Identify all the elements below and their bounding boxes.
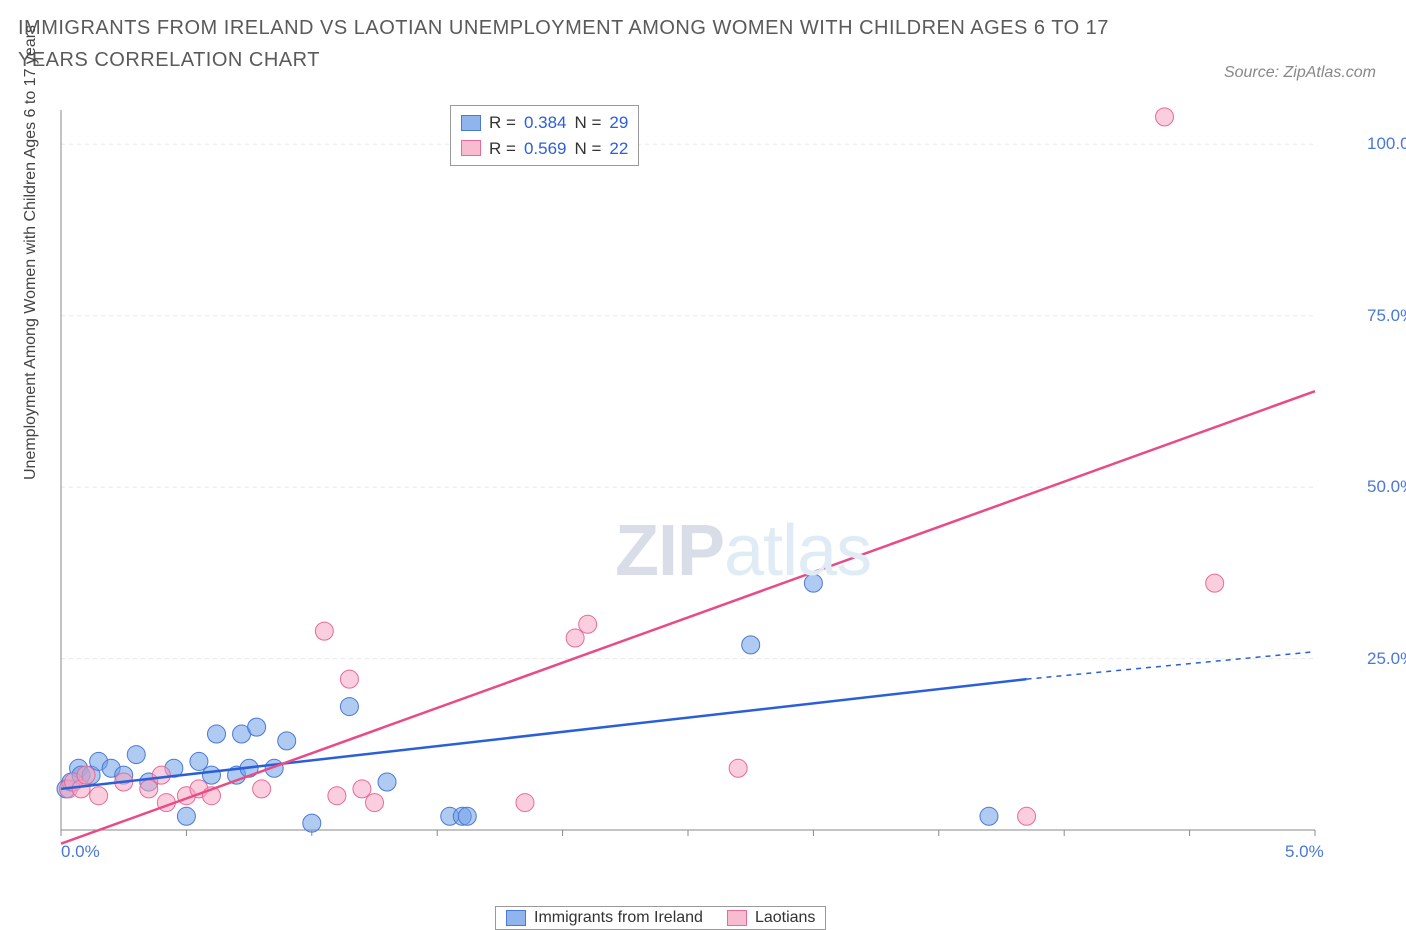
r-label: R = xyxy=(489,110,516,136)
y-tick-label: 50.0% xyxy=(1367,477,1406,497)
chart-svg xyxy=(55,100,1375,860)
legend-item: Immigrants from Ireland xyxy=(506,909,703,927)
n-label: N = xyxy=(574,110,601,136)
legend-item: Laotians xyxy=(727,909,816,927)
n-value: 29 xyxy=(609,110,628,136)
x-tick-label: 0.0% xyxy=(61,842,100,862)
stats-legend: R = 0.384 N = 29R = 0.569 N = 22 xyxy=(450,105,639,166)
stats-row: R = 0.569 N = 22 xyxy=(461,136,628,162)
chart-title: IMMIGRANTS FROM IRELAND VS LAOTIAN UNEMP… xyxy=(18,12,1118,76)
legend-label: Laotians xyxy=(755,909,816,927)
r-label: R = xyxy=(489,136,516,162)
r-value: 0.569 xyxy=(524,136,567,162)
r-value: 0.384 xyxy=(524,110,567,136)
stats-row: R = 0.384 N = 29 xyxy=(461,110,628,136)
y-axis-label: Unemployment Among Women with Children A… xyxy=(22,25,40,480)
source-text: Source: ZipAtlas.com xyxy=(1224,64,1376,82)
legend-swatch xyxy=(461,140,481,156)
n-label: N = xyxy=(574,136,601,162)
legend-swatch xyxy=(727,910,747,926)
y-tick-label: 25.0% xyxy=(1367,649,1406,669)
x-tick-label: 5.0% xyxy=(1285,842,1324,862)
legend-swatch xyxy=(506,910,526,926)
series-legend: Immigrants from Ireland Laotians xyxy=(495,906,826,930)
legend-swatch xyxy=(461,115,481,131)
y-tick-label: 75.0% xyxy=(1367,306,1406,326)
n-value: 22 xyxy=(609,136,628,162)
y-tick-label: 100.0% xyxy=(1367,134,1406,154)
legend-label: Immigrants from Ireland xyxy=(534,909,703,927)
scatter-plot: ZIPatlas 25.0%50.0%75.0%100.0% 0.0%5.0% xyxy=(55,100,1375,860)
